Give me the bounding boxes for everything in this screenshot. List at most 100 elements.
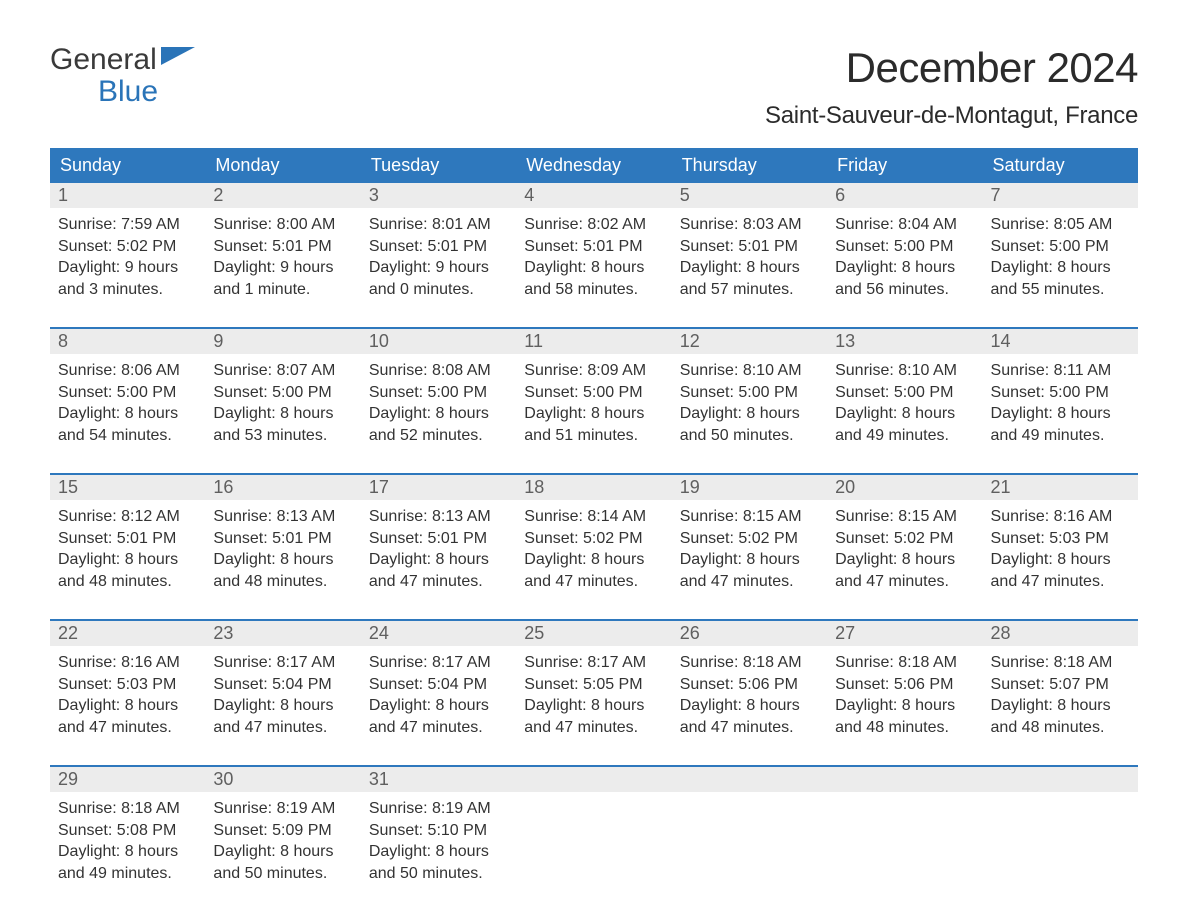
day-body: Sunrise: 8:10 AMSunset: 5:00 PMDaylight:… <box>672 354 827 450</box>
sunrise-text: Sunrise: 8:07 AM <box>213 360 352 382</box>
sunset-text: Sunset: 5:00 PM <box>58 382 197 404</box>
sunrise-text: Sunrise: 8:16 AM <box>991 506 1130 528</box>
day-number: 4 <box>516 183 671 208</box>
calendar-day: 31Sunrise: 8:19 AMSunset: 5:10 PMDayligh… <box>361 767 516 899</box>
sunset-text: Sunset: 5:04 PM <box>213 674 352 696</box>
dow-tuesday: Tuesday <box>361 148 516 183</box>
day-number: 11 <box>516 329 671 354</box>
sunset-text: Sunset: 5:01 PM <box>213 236 352 258</box>
day-number: 24 <box>361 621 516 646</box>
calendar-day: 6Sunrise: 8:04 AMSunset: 5:00 PMDaylight… <box>827 183 982 315</box>
day-body: Sunrise: 8:16 AMSunset: 5:03 PMDaylight:… <box>50 646 205 742</box>
day-body: Sunrise: 8:18 AMSunset: 5:08 PMDaylight:… <box>50 792 205 888</box>
sunset-text: Sunset: 5:01 PM <box>680 236 819 258</box>
calendar-day: 17Sunrise: 8:13 AMSunset: 5:01 PMDayligh… <box>361 475 516 607</box>
sunset-text: Sunset: 5:03 PM <box>58 674 197 696</box>
sunrise-text: Sunrise: 8:06 AM <box>58 360 197 382</box>
daylight-text: Daylight: 8 hours and 56 minutes. <box>835 257 974 300</box>
sunrise-text: Sunrise: 8:18 AM <box>58 798 197 820</box>
sunrise-text: Sunrise: 8:10 AM <box>680 360 819 382</box>
day-body <box>827 792 982 802</box>
daylight-text: Daylight: 8 hours and 54 minutes. <box>58 403 197 446</box>
week-spacer <box>50 607 1138 619</box>
sunrise-text: Sunrise: 8:14 AM <box>524 506 663 528</box>
daylight-text: Daylight: 8 hours and 49 minutes. <box>991 403 1130 446</box>
sunset-text: Sunset: 5:06 PM <box>680 674 819 696</box>
day-number: 1 <box>50 183 205 208</box>
calendar-day: 21Sunrise: 8:16 AMSunset: 5:03 PMDayligh… <box>983 475 1138 607</box>
sunrise-text: Sunrise: 8:16 AM <box>58 652 197 674</box>
calendar-day <box>983 767 1138 899</box>
calendar-day: 5Sunrise: 8:03 AMSunset: 5:01 PMDaylight… <box>672 183 827 315</box>
sunrise-text: Sunrise: 8:13 AM <box>213 506 352 528</box>
calendar-day: 10Sunrise: 8:08 AMSunset: 5:00 PMDayligh… <box>361 329 516 461</box>
daylight-text: Daylight: 8 hours and 48 minutes. <box>835 695 974 738</box>
day-body: Sunrise: 8:18 AMSunset: 5:07 PMDaylight:… <box>983 646 1138 742</box>
sunrise-text: Sunrise: 8:18 AM <box>991 652 1130 674</box>
calendar-day: 8Sunrise: 8:06 AMSunset: 5:00 PMDaylight… <box>50 329 205 461</box>
day-number: 26 <box>672 621 827 646</box>
day-number <box>516 767 671 792</box>
location-title: Saint-Sauveur-de-Montagut, France <box>765 102 1138 130</box>
logo-line1: General <box>50 44 195 76</box>
sunrise-text: Sunrise: 8:02 AM <box>524 214 663 236</box>
day-body: Sunrise: 8:18 AMSunset: 5:06 PMDaylight:… <box>672 646 827 742</box>
day-number: 12 <box>672 329 827 354</box>
sunset-text: Sunset: 5:00 PM <box>524 382 663 404</box>
day-body: Sunrise: 8:19 AMSunset: 5:10 PMDaylight:… <box>361 792 516 888</box>
day-body: Sunrise: 8:18 AMSunset: 5:06 PMDaylight:… <box>827 646 982 742</box>
sunrise-text: Sunrise: 7:59 AM <box>58 214 197 236</box>
logo-flag-icon <box>161 44 195 76</box>
calendar-day <box>672 767 827 899</box>
calendar-day: 12Sunrise: 8:10 AMSunset: 5:00 PMDayligh… <box>672 329 827 461</box>
daylight-text: Daylight: 9 hours and 1 minute. <box>213 257 352 300</box>
sunrise-text: Sunrise: 8:17 AM <box>369 652 508 674</box>
sunset-text: Sunset: 5:02 PM <box>58 236 197 258</box>
day-number: 25 <box>516 621 671 646</box>
daylight-text: Daylight: 8 hours and 57 minutes. <box>680 257 819 300</box>
sunset-text: Sunset: 5:00 PM <box>991 382 1130 404</box>
daylight-text: Daylight: 9 hours and 3 minutes. <box>58 257 197 300</box>
title-block: December 2024 Saint-Sauveur-de-Montagut,… <box>765 44 1138 130</box>
sunrise-text: Sunrise: 8:12 AM <box>58 506 197 528</box>
calendar-day <box>516 767 671 899</box>
calendar-day: 19Sunrise: 8:15 AMSunset: 5:02 PMDayligh… <box>672 475 827 607</box>
sunrise-text: Sunrise: 8:19 AM <box>369 798 508 820</box>
day-body: Sunrise: 8:17 AMSunset: 5:04 PMDaylight:… <box>205 646 360 742</box>
sunset-text: Sunset: 5:05 PM <box>524 674 663 696</box>
day-number: 13 <box>827 329 982 354</box>
day-number: 19 <box>672 475 827 500</box>
day-body: Sunrise: 8:13 AMSunset: 5:01 PMDaylight:… <box>361 500 516 596</box>
daylight-text: Daylight: 8 hours and 47 minutes. <box>369 549 508 592</box>
day-number: 20 <box>827 475 982 500</box>
daylight-text: Daylight: 8 hours and 50 minutes. <box>680 403 819 446</box>
calendar-day: 29Sunrise: 8:18 AMSunset: 5:08 PMDayligh… <box>50 767 205 899</box>
daylight-text: Daylight: 8 hours and 49 minutes. <box>58 841 197 884</box>
day-number: 10 <box>361 329 516 354</box>
week-row: 1Sunrise: 7:59 AMSunset: 5:02 PMDaylight… <box>50 183 1138 315</box>
sunrise-text: Sunrise: 8:04 AM <box>835 214 974 236</box>
sunset-text: Sunset: 5:00 PM <box>680 382 819 404</box>
day-body <box>983 792 1138 802</box>
calendar-day: 15Sunrise: 8:12 AMSunset: 5:01 PMDayligh… <box>50 475 205 607</box>
sunset-text: Sunset: 5:00 PM <box>369 382 508 404</box>
daylight-text: Daylight: 8 hours and 50 minutes. <box>213 841 352 884</box>
sunset-text: Sunset: 5:03 PM <box>991 528 1130 550</box>
day-number: 31 <box>361 767 516 792</box>
day-body: Sunrise: 8:10 AMSunset: 5:00 PMDaylight:… <box>827 354 982 450</box>
sunrise-text: Sunrise: 8:15 AM <box>680 506 819 528</box>
calendar: Sunday Monday Tuesday Wednesday Thursday… <box>50 148 1138 899</box>
sunset-text: Sunset: 5:01 PM <box>213 528 352 550</box>
day-number: 30 <box>205 767 360 792</box>
day-body: Sunrise: 8:01 AMSunset: 5:01 PMDaylight:… <box>361 208 516 304</box>
daylight-text: Daylight: 8 hours and 51 minutes. <box>524 403 663 446</box>
week-row: 22Sunrise: 8:16 AMSunset: 5:03 PMDayligh… <box>50 619 1138 753</box>
day-body: Sunrise: 8:16 AMSunset: 5:03 PMDaylight:… <box>983 500 1138 596</box>
calendar-day: 14Sunrise: 8:11 AMSunset: 5:00 PMDayligh… <box>983 329 1138 461</box>
sunset-text: Sunset: 5:01 PM <box>369 528 508 550</box>
sunrise-text: Sunrise: 8:09 AM <box>524 360 663 382</box>
day-body: Sunrise: 8:15 AMSunset: 5:02 PMDaylight:… <box>827 500 982 596</box>
daylight-text: Daylight: 9 hours and 0 minutes. <box>369 257 508 300</box>
day-body: Sunrise: 8:07 AMSunset: 5:00 PMDaylight:… <box>205 354 360 450</box>
sunrise-text: Sunrise: 8:08 AM <box>369 360 508 382</box>
